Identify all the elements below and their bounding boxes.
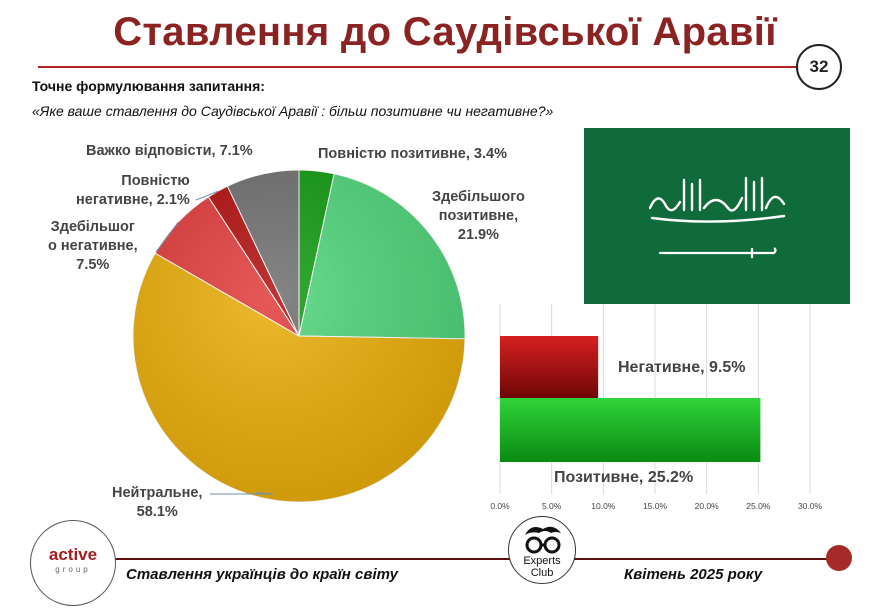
saudi-flag [584, 128, 850, 304]
glasses-icon [525, 526, 561, 554]
logo-main-text: active [48, 545, 98, 564]
footer-date: Квітень 2025 року [624, 566, 763, 583]
pie-label-1-line-2: 21.9% [457, 227, 500, 243]
positive-negative-bar-chart: Негативне, 9.5% Позитивне, 25.2% 0.0% 5.0%… [490, 304, 823, 511]
pie-label-2: Нейтральне, 58.1% [112, 484, 202, 522]
page-number-badge: 32 [796, 44, 842, 90]
pie-label-4-line-0: Повністю [121, 173, 190, 189]
pie-label-0: Повністю позитивне, 3.4% [318, 145, 507, 164]
pie-label-4-line-1: негативне, 2.1% [76, 192, 190, 208]
bar-0 [500, 336, 599, 398]
footer-divider [36, 558, 836, 560]
attitude-pie-chart [132, 169, 466, 503]
experts-club-logo: Experts Club [508, 516, 576, 584]
pie-label-5-line-0: Важко відповісти, 7.1% [86, 143, 253, 159]
bar-tick-label-0: 0.0% [490, 501, 510, 511]
bar-tick-label-3: 15.0% [643, 501, 668, 511]
pie-shading [133, 170, 465, 502]
pie-label-3-line-2: 7.5% [76, 257, 110, 273]
title-underline [38, 66, 804, 68]
bar-tick-label-2: 10.0% [591, 501, 616, 511]
question-text: «Яке ваше ставлення до Саудівської Араві… [32, 103, 554, 119]
pie-label-0-line-0: Повністю позитивне, 3.4% [318, 146, 507, 162]
pie-leader-line-3 [155, 221, 179, 253]
bar-data-label-0: Негативне, 9.5% [618, 359, 745, 376]
pie-label-1-line-1: позитивне, [438, 208, 519, 224]
pie-label-3-line-0: Здебільшог [50, 219, 135, 235]
active-group-logo: active group [30, 520, 116, 606]
bar-tick-label-1: 5.0% [542, 501, 562, 511]
logo-sub-text: group [55, 565, 91, 574]
page-title: Ставлення до Саудівської Аравії [113, 10, 777, 54]
pie-leader-line-4 [195, 190, 218, 201]
footer-survey-title: Ставлення українців до країн світу [126, 566, 398, 583]
bar-tick-label-6: 30.0% [798, 501, 823, 511]
sword-icon [658, 247, 777, 258]
question-heading: Точне формулювання запитання: [32, 78, 265, 94]
pie-leader-line-2 [210, 492, 274, 495]
pie-label-3-line-1: о негативне, [48, 238, 138, 254]
pie-label-1: Здебільшого позитивне, 21.9% [432, 188, 525, 245]
footer-dot [826, 545, 852, 571]
bar-data-label-1: Позитивне, 25.2% [554, 469, 693, 486]
bar-tick-label-5: 25.0% [746, 501, 771, 511]
pie-label-2-line-0: Нейтральне, [112, 485, 203, 501]
pie-label-2-line-1: 58.1% [136, 504, 178, 520]
pie-label-4: Повністю негативне, 2.1% [76, 172, 190, 210]
pie-label-1-line-0: Здебільшого [432, 189, 525, 205]
club-line-2: Club [530, 567, 554, 579]
club-line-1: Experts [523, 555, 561, 567]
pie-label-3: Здебільшог о негативне, 7.5% [48, 218, 138, 275]
bar-1 [500, 398, 761, 462]
shahada-script-icon [648, 176, 786, 223]
experts-club-text: Experts Club [509, 555, 575, 579]
bar-tick-label-4: 20.0% [695, 501, 720, 511]
pie-label-5: Важко відповісти, 7.1% [86, 142, 253, 161]
